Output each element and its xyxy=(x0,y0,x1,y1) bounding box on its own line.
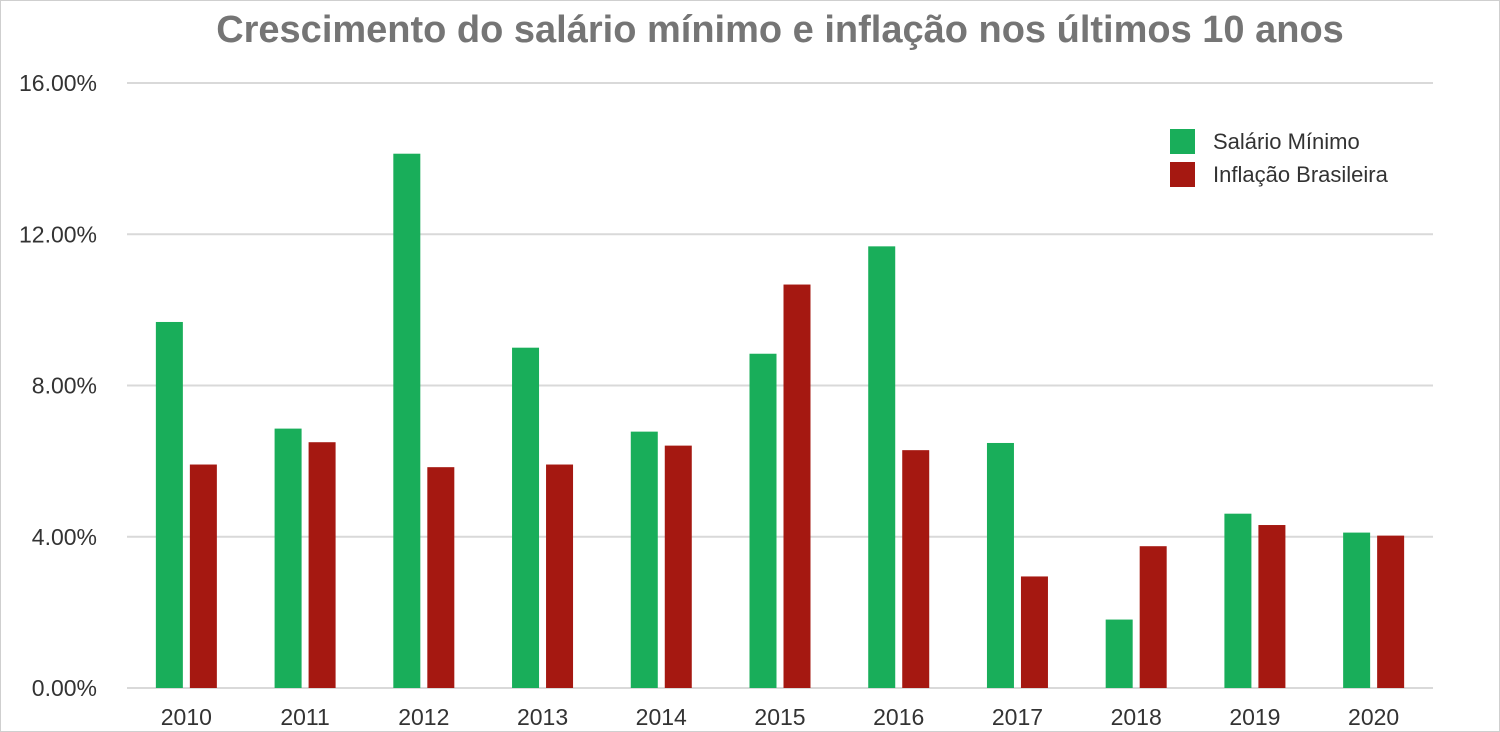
y-axis-tick-labels: 0.00% 4.00% 8.00% 12.00% 16.00% xyxy=(19,70,97,701)
bar-inflacao-2019 xyxy=(1258,525,1286,688)
x-tick-label: 2014 xyxy=(636,704,687,730)
y-tick-label: 0.00% xyxy=(32,675,97,701)
bar-inflacao-2012 xyxy=(427,467,455,688)
bar-inflacao-2013 xyxy=(546,464,574,688)
bar-salario-minimo-2014 xyxy=(630,431,658,688)
bar-salario-minimo-2010 xyxy=(155,321,183,688)
bar-salario-minimo-2012 xyxy=(393,153,421,689)
legend-swatch xyxy=(1170,129,1195,154)
bar-inflacao-2017 xyxy=(1020,576,1048,688)
bar-salario-minimo-2017 xyxy=(986,442,1014,688)
bar-salario-minimo-2020 xyxy=(1343,532,1371,688)
x-tick-label: 2011 xyxy=(280,704,329,730)
legend: Salário Mínimo Inflação Brasileira xyxy=(1170,129,1389,187)
x-tick-label: 2020 xyxy=(1348,704,1399,730)
bar-salario-minimo-2016 xyxy=(868,246,896,688)
bar-inflacao-2018 xyxy=(1139,546,1167,688)
legend-label: Salário Mínimo xyxy=(1213,129,1360,154)
legend-swatch xyxy=(1170,162,1195,187)
bar-inflacao-2015 xyxy=(783,284,811,688)
y-tick-label: 8.00% xyxy=(32,373,97,399)
gridlines xyxy=(127,82,1433,689)
bar-inflacao-2016 xyxy=(902,450,930,688)
bar-inflacao-2020 xyxy=(1377,535,1405,688)
bar-salario-minimo-2013 xyxy=(512,347,540,688)
x-tick-label: 2013 xyxy=(517,704,568,730)
bar-inflacao-2014 xyxy=(664,445,692,688)
bar-inflacao-2011 xyxy=(308,442,336,688)
x-tick-label: 2016 xyxy=(873,704,924,730)
x-tick-label: 2017 xyxy=(992,704,1043,730)
y-tick-label: 16.00% xyxy=(19,70,97,96)
x-tick-label: 2010 xyxy=(161,704,212,730)
x-axis-tick-labels: 2010 2011 2012 2013 2014 2015 2016 2017 2018 2019… xyxy=(161,704,1399,730)
x-tick-label: 2015 xyxy=(754,704,805,730)
bar-salario-minimo-2019 xyxy=(1224,513,1252,688)
legend-label: Inflação Brasileira xyxy=(1213,162,1389,187)
x-tick-label: 2018 xyxy=(1111,704,1162,730)
bar-salario-minimo-2015 xyxy=(749,353,777,688)
y-tick-label: 12.00% xyxy=(19,221,97,247)
bars xyxy=(155,153,1405,689)
bar-inflacao-2010 xyxy=(189,464,217,688)
x-tick-label: 2019 xyxy=(1229,704,1280,730)
bar-salario-minimo-2011 xyxy=(274,428,302,688)
y-tick-label: 4.00% xyxy=(32,524,97,550)
bar-salario-minimo-2018 xyxy=(1105,619,1133,688)
chart-title: Crescimento do salário mínimo e inflação… xyxy=(216,9,1344,51)
x-tick-label: 2012 xyxy=(398,704,449,730)
